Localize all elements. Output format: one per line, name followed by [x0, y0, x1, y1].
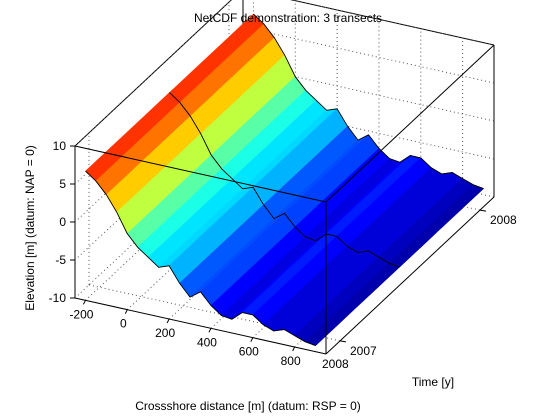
x-axis-label: Crossshore distance [m] (datum: RSP = 0)	[135, 399, 361, 413]
x-tick-label: 600	[239, 345, 259, 359]
y-tick-mark	[339, 340, 347, 343]
axes-box-front	[74, 44, 495, 355]
transect-line	[169, 92, 400, 268]
chart-title: NetCDF demonstration: 3 transects	[194, 11, 382, 25]
x-tick-label: 800	[281, 354, 301, 368]
z-tick-label: -5	[55, 253, 66, 267]
y-tick-mark	[479, 209, 487, 212]
y-tick-label: 2007	[350, 344, 377, 358]
z-tick-label: 10	[53, 139, 67, 153]
y-axis-label: Time [y]	[412, 375, 454, 389]
box-edge-left-top	[74, 0, 232, 147]
y-axis-line	[325, 196, 495, 355]
transect-line	[253, 13, 484, 190]
y-tick-label-front: 2008	[322, 357, 349, 371]
grid-line-back-z	[242, 26, 495, 84]
x-tick-label: 400	[197, 335, 217, 349]
z-tick-label: 0	[59, 215, 66, 229]
x-tick-label: -200	[69, 307, 93, 321]
x-tick-mark	[208, 328, 212, 333]
box-edge-right-top	[325, 44, 495, 203]
x-axis-line	[74, 297, 327, 355]
grid-line-back-z	[242, 102, 495, 160]
grid-line-back-z	[242, 64, 495, 122]
x-tick-mark	[250, 337, 254, 342]
z-axis-label: Elevation [m] (datum: NAP = 0)	[23, 145, 37, 311]
surface	[85, 13, 485, 347]
x-tick-mark	[292, 346, 296, 352]
z-tick-label: 5	[59, 177, 66, 191]
x-tick-label: 0	[120, 317, 127, 331]
transect-line	[85, 170, 316, 347]
box-edge-front-top	[74, 145, 327, 203]
x-tick-mark	[166, 318, 170, 324]
grid-line-floor-y	[88, 284, 341, 342]
x-tick-mark	[83, 300, 86, 305]
x-tick-mark	[124, 309, 128, 314]
grid-line-back-z	[290, 0, 495, 46]
z-tick-label: -10	[49, 291, 67, 305]
y-tick-label: 2008	[490, 213, 517, 227]
x-tick-label: 200	[155, 326, 175, 340]
